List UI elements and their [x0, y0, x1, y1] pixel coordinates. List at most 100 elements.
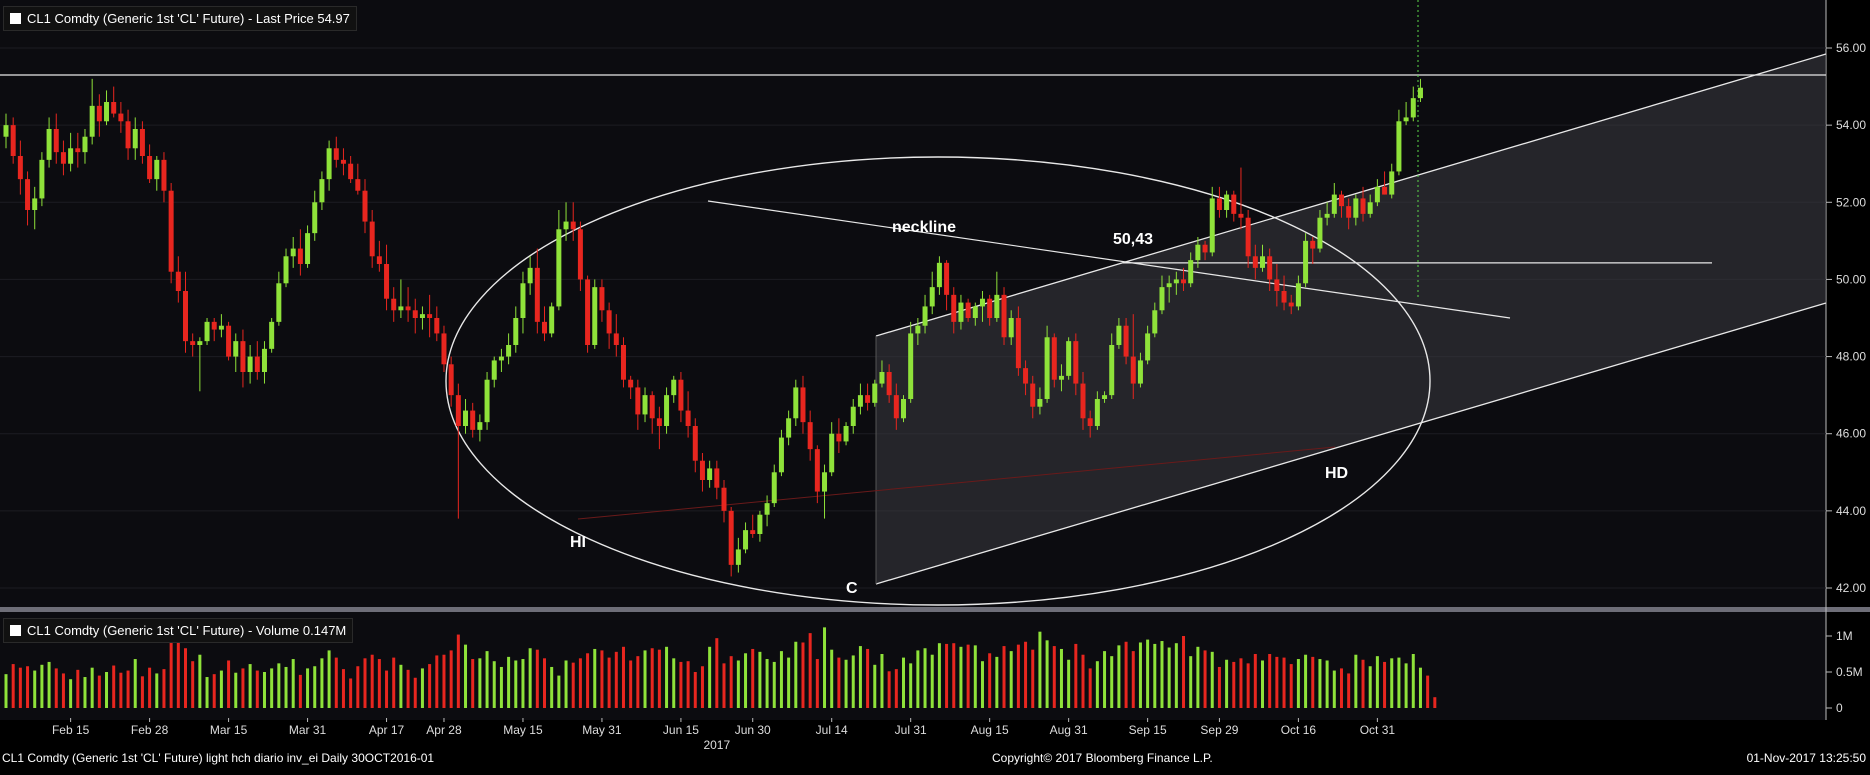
- candle-body: [1310, 240, 1316, 249]
- footer-timestamp: 01-Nov-2017 13:25:50: [1746, 751, 1866, 765]
- candle-body: [276, 283, 282, 322]
- candle-body: [154, 159, 160, 180]
- neckline-line: [707, 200, 1511, 319]
- head-label: C: [846, 580, 858, 597]
- volume-bar: [1354, 654, 1358, 708]
- candle-body: [1238, 213, 1244, 218]
- volume-legend[interactable]: CL1 Comdty (Generic 1st 'CL' Future) - V…: [3, 618, 354, 643]
- volume-bar: [284, 666, 288, 708]
- volume-bar: [1347, 673, 1351, 708]
- candle-body: [1145, 333, 1151, 361]
- candle-body: [1123, 325, 1129, 357]
- volume-bar: [255, 670, 259, 708]
- volume-bar: [277, 663, 281, 708]
- volume-bar: [1311, 656, 1315, 708]
- candle-body: [987, 298, 993, 318]
- volume-bar: [887, 671, 891, 708]
- candle-body: [1195, 244, 1201, 261]
- volume-legend-swatch: [10, 625, 21, 636]
- candle-body: [139, 129, 145, 156]
- volume-bar: [456, 634, 460, 708]
- volume-bar: [313, 666, 317, 708]
- candle-body: [391, 298, 397, 311]
- volume-bar: [198, 654, 202, 708]
- volume-bar: [600, 650, 604, 708]
- volume-bar: [133, 659, 137, 708]
- volume-tick-label: 1M: [1836, 629, 1853, 643]
- volume-bar: [1339, 668, 1343, 708]
- candle-body: [577, 229, 583, 280]
- volume-bar: [959, 646, 963, 708]
- volume-bar: [507, 656, 511, 708]
- candle-body: [506, 345, 512, 357]
- volume-bar: [485, 651, 489, 708]
- price-tick-label: 42.00: [1836, 581, 1866, 595]
- candle-body: [1051, 337, 1057, 380]
- candle-body: [1417, 87, 1423, 99]
- price-legend-swatch: [10, 13, 21, 24]
- candle-body: [1202, 244, 1208, 253]
- candle-body: [994, 294, 1000, 318]
- candle-body: [807, 422, 813, 450]
- volume-bar: [621, 646, 625, 708]
- x-tick-label: Oct 16: [1281, 723, 1317, 737]
- volume-bar: [1016, 644, 1020, 708]
- candle-body: [786, 418, 792, 438]
- x-tick-label: Aug 31: [1050, 723, 1088, 737]
- candle-body: [491, 360, 497, 380]
- volume-bar: [988, 653, 992, 708]
- volume-bar: [995, 656, 999, 708]
- candle-body: [1137, 360, 1143, 384]
- candle-body: [441, 333, 447, 365]
- volume-bar: [550, 666, 554, 708]
- candle-body: [297, 248, 303, 264]
- volume-bar: [406, 669, 410, 708]
- candle-body: [1023, 368, 1029, 384]
- candle-body: [979, 298, 985, 307]
- volume-bar: [241, 668, 245, 708]
- price-legend[interactable]: CL1 Comdty (Generic 1st 'CL' Future) - L…: [3, 6, 357, 31]
- volume-bar: [1045, 640, 1049, 708]
- candle-body: [1030, 383, 1036, 407]
- volume-bar: [1153, 643, 1157, 708]
- volume-bar: [69, 679, 73, 708]
- volume-bar: [880, 654, 884, 708]
- candle-body: [369, 221, 375, 257]
- candle-body: [1403, 117, 1409, 122]
- candle-body: [211, 321, 217, 330]
- volume-bar: [341, 669, 345, 708]
- volume-bar: [1296, 659, 1300, 708]
- volume-bar: [385, 670, 389, 708]
- pattern-ellipse: [445, 156, 1431, 606]
- candle-body: [1130, 356, 1136, 384]
- candle-body: [161, 159, 167, 191]
- volume-bar: [234, 672, 238, 708]
- volume-bar: [435, 655, 439, 708]
- volume-bar: [1131, 651, 1135, 708]
- volume-bar: [248, 664, 252, 708]
- volume-bar: [1203, 650, 1207, 708]
- volume-bar: [270, 668, 274, 708]
- volume-bar: [1390, 658, 1394, 708]
- candle-body: [743, 530, 749, 550]
- price-tick-label: 44.00: [1836, 504, 1866, 518]
- candle-body: [484, 379, 490, 423]
- candle-body: [671, 379, 677, 396]
- volume-bar: [420, 668, 424, 708]
- candle-body: [908, 333, 914, 399]
- channel-upper-line: [875, 53, 1827, 337]
- candle-body: [1367, 202, 1373, 214]
- volume-bar: [1239, 658, 1243, 708]
- candle-body: [305, 233, 311, 264]
- volume-bar: [557, 675, 561, 708]
- volume-bar: [1038, 631, 1042, 708]
- candle-body: [1087, 418, 1093, 426]
- volume-bar: [1009, 651, 1013, 708]
- volume-bar: [327, 650, 331, 708]
- volume-bar: [112, 665, 116, 708]
- candle-body: [326, 148, 332, 180]
- candle-body: [1152, 310, 1158, 334]
- volume-bar: [1261, 660, 1264, 708]
- volume-bar: [629, 660, 633, 708]
